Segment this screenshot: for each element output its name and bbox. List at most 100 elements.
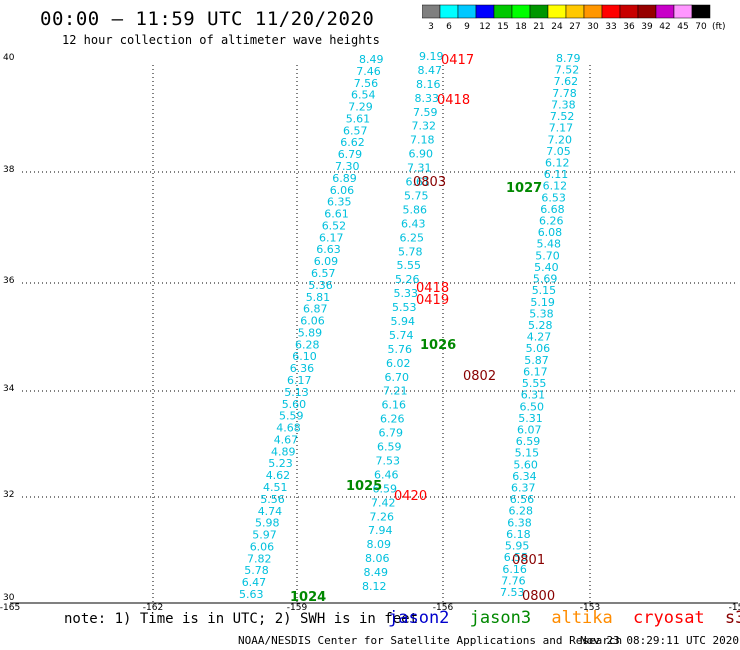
wave-height-value: 6.38 (507, 516, 532, 529)
wave-height-value: 4.68 (276, 422, 301, 435)
wave-height-value: 6.61 (324, 208, 349, 221)
y-tick-label: 38 (3, 165, 15, 175)
wave-height-value: 8.12 (362, 580, 387, 593)
wave-height-value: 8.33 (415, 92, 440, 105)
color-scale-label: 42 (659, 22, 670, 32)
wave-height-value: 6.56 (510, 493, 535, 506)
wave-height-value: 5.74 (389, 329, 414, 342)
wave-height-value: 7.56 (354, 77, 379, 90)
wave-height-value: 5.28 (528, 319, 553, 332)
wave-height-value: 5.36 (308, 279, 333, 292)
wave-height-value: 6.28 (509, 505, 534, 518)
color-scale-label: 21 (533, 22, 544, 32)
wave-height-value: 5.19 (530, 296, 555, 309)
wave-height-value: 5.75 (404, 190, 429, 203)
wave-height-value: 6.25 (400, 231, 425, 244)
wave-height-value: 6.55 (504, 551, 529, 564)
wave-height-value: 6.07 (517, 424, 542, 437)
wave-height-value: 7.21 (383, 385, 408, 398)
wave-height-value: 6.79 (379, 427, 404, 440)
wave-height-map: -165-162-159-156-153-154038363432308.497… (0, 50, 740, 610)
color-scale-label: 36 (623, 22, 635, 32)
y-tick-label: 30 (3, 593, 15, 603)
wave-height-value: 6.59 (516, 435, 541, 448)
wave-height-value: 5.15 (515, 447, 540, 460)
wave-height-value: 5.81 (306, 291, 331, 304)
wave-height-value: 6.16 (502, 563, 527, 576)
wave-height-value: 5.78 (398, 245, 423, 258)
pass-time-label: 0418 (437, 93, 470, 108)
legend-s3a: s3a (724, 608, 740, 628)
wave-height-value: 5.87 (524, 354, 549, 367)
wave-height-value: 5.69 (533, 273, 558, 286)
legend-cryosat: cryosat (633, 608, 705, 628)
x-tick-label: -165 (0, 603, 20, 610)
color-scale-label: 6 (446, 22, 452, 32)
y-tick-label: 34 (3, 384, 15, 394)
wave-height-value: 5.06 (526, 342, 551, 355)
color-scale-label: 39 (641, 22, 653, 32)
wave-height-value: 5.48 (537, 238, 562, 251)
wave-height-value: 7.62 (554, 75, 579, 88)
pass-time-label: 0419 (416, 293, 449, 308)
wave-height-value: 5.59 (279, 410, 304, 423)
wave-height-value: 5.76 (388, 343, 413, 356)
wave-height-value: 5.61 (346, 112, 371, 125)
wave-height-value: 5.33 (394, 287, 419, 300)
wave-height-value: 6.46 (374, 468, 399, 481)
wave-height-value: 7.18 (410, 134, 435, 147)
color-scale-bar: 3 6 9 12 15 18 21 24 27 30 33 36 39 42 45 70 (ft) (422, 4, 726, 32)
generated-timestamp: Nov 23 08:29:11 UTC 2020 (580, 634, 739, 647)
pass-time-label: 1025 (346, 479, 382, 494)
wave-height-value: 5.40 (534, 261, 559, 274)
color-scale-label: 15 (497, 22, 508, 32)
wave-height-value: 5.89 (298, 326, 323, 339)
pass-time-label: 0803 (413, 175, 446, 190)
wave-height-value: 6.28 (295, 338, 320, 351)
wave-height-value: 8.06 (365, 552, 390, 565)
wave-height-value: 6.08 (538, 226, 563, 239)
color-scale-label: 30 (587, 22, 599, 32)
wave-height-value: 4.27 (527, 331, 552, 344)
wave-height-value: 8.16 (416, 78, 441, 91)
wave-height-value: 5.55 (522, 377, 547, 390)
y-tick-label: 40 (3, 53, 15, 63)
wave-height-value: 8.79 (556, 52, 581, 65)
wave-height-value: 6.17 (287, 374, 312, 387)
x-tick-label: -162 (143, 603, 163, 610)
wave-height-value: 7.30 (335, 160, 360, 173)
wave-height-value: 5.13 (284, 386, 309, 399)
wave-height-value: 4.51 (263, 481, 288, 494)
pass-time-label: 0800 (522, 589, 555, 604)
wave-height-value: 6.59 (373, 482, 398, 495)
wave-height-value: 5.55 (397, 259, 422, 272)
wave-height-value: 7.52 (555, 64, 580, 77)
wave-height-value: 6.47 (242, 576, 267, 589)
wave-height-value: 7.38 (551, 98, 576, 111)
pass-time-label: 1027 (506, 181, 542, 196)
pass-time-label: 0802 (463, 369, 496, 384)
wave-height-value: 5.94 (391, 315, 416, 328)
wave-height-value: 7.31 (407, 162, 432, 175)
wave-height-value: 6.43 (401, 217, 426, 230)
wave-height-value: 7.59 (413, 106, 438, 119)
color-scale-label: 45 (677, 22, 688, 32)
wave-height-value: 6.02 (386, 357, 411, 370)
wave-height-value: 6.10 (292, 350, 317, 363)
wave-height-value: 5.97 (252, 529, 276, 542)
wave-height-value: 6.53 (541, 191, 566, 204)
legend-altika: altika (551, 608, 613, 628)
wave-height-value: 8.49 (359, 53, 384, 66)
legend-jason2: jason2 (388, 608, 450, 628)
wave-height-value: 5.26 (395, 273, 420, 286)
wave-height-value: 6.52 (322, 219, 347, 232)
wave-height-value: 7.53 (500, 586, 525, 599)
wave-height-value: 5.53 (392, 301, 417, 314)
y-tick-label: 36 (3, 276, 15, 286)
wave-height-value: 5.23 (268, 457, 293, 470)
wave-height-value: 6.68 (540, 203, 565, 216)
wave-height-value: 6.17 (319, 231, 344, 244)
x-tick-label: -159 (287, 603, 308, 610)
wave-height-value: 5.70 (535, 249, 560, 262)
x-tick-label: -15 (729, 603, 740, 610)
